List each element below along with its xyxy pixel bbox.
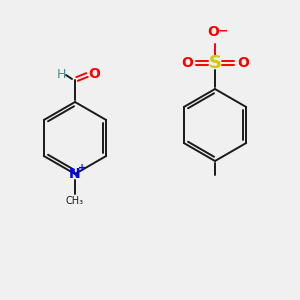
Text: H: H (56, 68, 66, 80)
Text: CH₃: CH₃ (66, 196, 84, 206)
Text: N: N (69, 167, 81, 181)
Text: O: O (88, 67, 100, 81)
Text: O: O (237, 56, 249, 70)
Text: O: O (181, 56, 193, 70)
Text: O: O (207, 25, 219, 39)
Text: S: S (208, 54, 221, 72)
Text: +: + (78, 163, 86, 173)
Text: −: − (218, 25, 228, 38)
